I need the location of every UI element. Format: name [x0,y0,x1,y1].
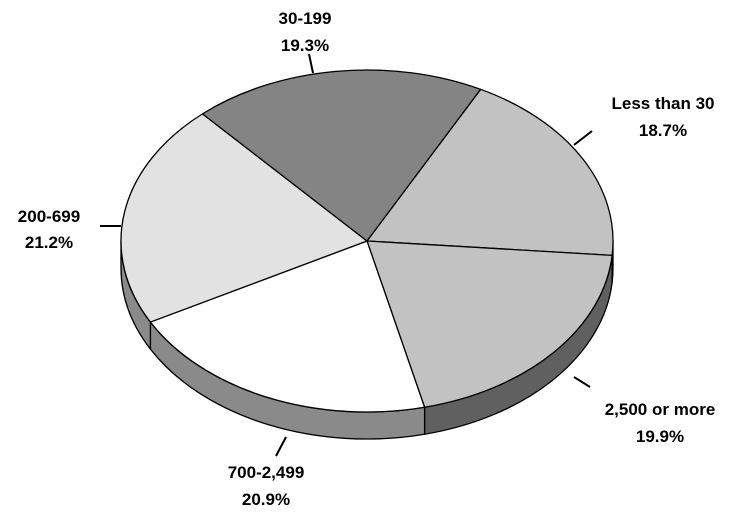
slice-label-percent: 18.7% [639,121,687,140]
slice-less-than-30 [366,88,614,257]
slice-label-30-199: 30-199 19.3% [279,9,332,55]
slice-label-name: 2,500 or more [605,400,716,419]
slice-label-200-699: 200-699 21.2% [18,207,80,252]
slice-label-name: Less than 30 [612,94,715,113]
slice-label-percent: 21.2% [25,233,73,252]
slice-700-2-499 [149,240,426,413]
pie-top-faces [120,69,614,413]
slice-label-2500-or-more: 2,500 or more 19.9% [605,400,716,446]
slice-30-199 [201,69,482,242]
slice-label-name: 200-699 [18,207,80,226]
slice-label-percent: 19.3% [281,36,329,55]
leader-less-than-30 [573,130,593,146]
slice-label-name: 30-199 [279,9,332,28]
slice-2-500-or-more [366,240,613,408]
slice-200-699 [120,113,368,323]
slice-label-percent: 20.9% [242,490,290,509]
leader-700-2499 [275,436,287,457]
slice-label-percent: 19.9% [636,427,684,446]
slice-label-700-2499: 700-2,499 20.9% [228,463,305,509]
slice-label-name: 700-2,499 [228,463,305,482]
label-leader-lines [100,53,593,457]
leader-30-199 [308,53,314,74]
leader-2500-or-more [573,376,591,388]
slice-label-less-than-30: Less than 30 18.7% [612,94,715,140]
